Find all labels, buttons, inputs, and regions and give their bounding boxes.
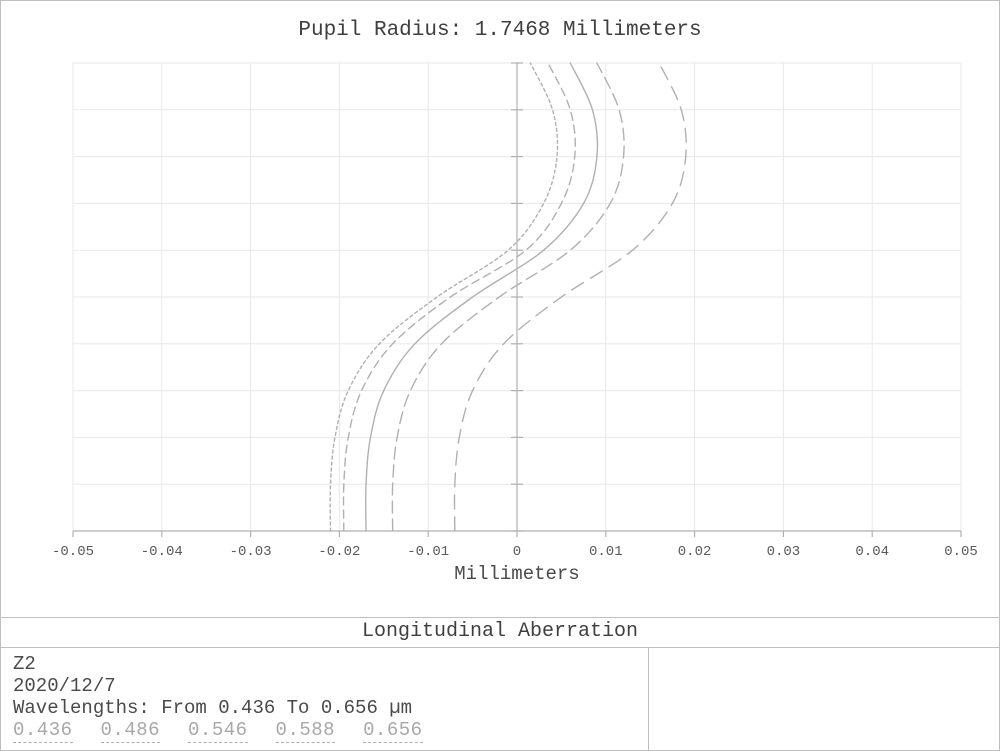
svg-text:0: 0	[513, 544, 521, 560]
info-wavelength-values: 0.436 0.486 0.546 0.588 0.656	[13, 719, 638, 743]
chart-top-title: Pupil Radius: 1.7468 Millimeters	[1, 19, 999, 42]
info-model: Z2	[13, 653, 638, 675]
svg-text:0.03: 0.03	[767, 544, 801, 560]
svg-text:0.01: 0.01	[589, 544, 623, 560]
svg-text:0.05: 0.05	[944, 544, 978, 560]
wl-value: 0.588	[276, 719, 336, 743]
plot-region: Pupil Radius: 1.7468 Millimeters -0.05-0…	[1, 1, 999, 618]
svg-text:0.02: 0.02	[678, 544, 712, 560]
svg-text:-0.04: -0.04	[141, 544, 183, 560]
wl-value: 0.656	[363, 719, 423, 743]
info-wavelength-range: Wavelengths: From 0.436 To 0.656 µm	[13, 697, 638, 719]
wl-value: 0.546	[188, 719, 248, 743]
info-date: 2020/12/7	[13, 675, 638, 697]
wl-value: 0.436	[13, 719, 73, 743]
svg-text:-0.03: -0.03	[230, 544, 272, 560]
chart-bottom-title: Longitudinal Aberration	[1, 617, 999, 648]
svg-text:0.04: 0.04	[855, 544, 889, 560]
page: Pupil Radius: 1.7468 Millimeters -0.05-0…	[0, 0, 1000, 751]
svg-text:-0.02: -0.02	[318, 544, 360, 560]
svg-text:-0.01: -0.01	[407, 544, 449, 560]
wl-value: 0.486	[101, 719, 161, 743]
svg-text:-0.05: -0.05	[52, 544, 94, 560]
chart-svg: -0.05 -0.04 -0.03 -0.02 -0.01 0 0.01 0.02 0.03 0.…	[1, 1, 999, 617]
svg-text:Millimeters: Millimeters	[454, 563, 579, 585]
info-box: Z2 2020/12/7 Wavelengths: From 0.436 To …	[1, 647, 649, 750]
